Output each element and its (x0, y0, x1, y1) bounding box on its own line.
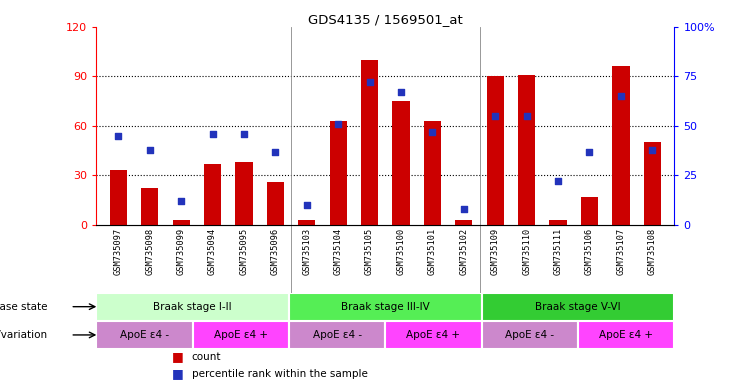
Bar (330, 121, 347, 225)
Text: GSM735103: GSM735103 (302, 228, 311, 275)
Text: GSM735094: GSM735094 (208, 228, 217, 275)
Point (521, 113, 533, 119)
Point (458, 206, 470, 212)
Point (175, 198, 187, 204)
Point (270, 149, 282, 155)
Bar (393, 101, 410, 225)
Point (395, 89, 407, 95)
Text: GSM735096: GSM735096 (271, 228, 280, 275)
Text: GSM735106: GSM735106 (585, 228, 594, 275)
Text: GSM735097: GSM735097 (114, 228, 123, 275)
Point (301, 202, 313, 208)
Text: ApoE ε4 -: ApoE ε4 - (313, 330, 362, 340)
Bar (193, 321, 289, 349)
Bar (267, 182, 284, 225)
Text: GSM735105: GSM735105 (365, 228, 374, 275)
Text: GSM735100: GSM735100 (396, 228, 405, 275)
Bar (289, 293, 482, 321)
Text: GSM735102: GSM735102 (459, 228, 468, 275)
Point (144, 146, 156, 152)
Bar (289, 321, 385, 349)
Point (646, 146, 658, 152)
Bar (385, 321, 482, 349)
Text: disease state: disease state (0, 302, 47, 312)
Text: GSM735099: GSM735099 (176, 228, 186, 275)
Bar (141, 189, 159, 225)
Bar (549, 220, 567, 225)
Point (332, 121, 344, 127)
Text: Braak stage I-II: Braak stage I-II (153, 302, 232, 312)
Text: GSM735108: GSM735108 (648, 228, 657, 275)
Point (584, 149, 596, 155)
Point (238, 131, 250, 137)
Point (207, 131, 219, 137)
Text: genotype/variation: genotype/variation (0, 330, 47, 340)
Text: GSM735109: GSM735109 (491, 228, 499, 275)
Bar (578, 321, 674, 349)
Bar (96, 321, 193, 349)
Point (364, 79, 376, 85)
Text: ApoE ε4 +: ApoE ε4 + (407, 330, 460, 340)
Point (615, 93, 627, 99)
Text: ApoE ε4 -: ApoE ε4 - (120, 330, 169, 340)
Bar (298, 220, 316, 225)
Text: GSM735101: GSM735101 (428, 228, 437, 275)
Text: GSM735110: GSM735110 (522, 228, 531, 275)
Bar (204, 164, 222, 225)
Bar (644, 142, 661, 225)
Text: GSM735098: GSM735098 (145, 228, 154, 275)
Bar (612, 66, 630, 225)
Text: ■: ■ (171, 350, 183, 363)
Text: ApoE ε4 +: ApoE ε4 + (599, 330, 653, 340)
Bar (482, 321, 578, 349)
Point (489, 113, 501, 119)
Bar (361, 60, 378, 225)
Bar (487, 76, 504, 225)
Text: GSM735107: GSM735107 (617, 228, 625, 275)
Text: Braak stage V-VI: Braak stage V-VI (535, 302, 621, 312)
Bar (110, 170, 127, 225)
Bar (236, 162, 253, 225)
Bar (424, 121, 441, 225)
Bar (96, 293, 289, 321)
Point (427, 129, 439, 135)
Text: Braak stage III-IV: Braak stage III-IV (341, 302, 430, 312)
Point (552, 178, 564, 184)
Bar (581, 197, 598, 225)
Text: ■: ■ (171, 367, 183, 381)
Text: ApoE ε4 +: ApoE ε4 + (214, 330, 268, 340)
Bar (518, 75, 535, 225)
Bar (173, 220, 190, 225)
Text: percentile rank within the sample: percentile rank within the sample (192, 369, 368, 379)
Bar (455, 220, 473, 225)
Bar (482, 293, 674, 321)
Text: GSM735095: GSM735095 (239, 228, 248, 275)
Text: GSM735111: GSM735111 (554, 228, 562, 275)
Text: ApoE ε4 -: ApoE ε4 - (505, 330, 554, 340)
Title: GDS4135 / 1569501_at: GDS4135 / 1569501_at (308, 13, 462, 26)
Point (113, 132, 124, 139)
Text: GSM735104: GSM735104 (333, 228, 342, 275)
Text: count: count (192, 352, 222, 362)
